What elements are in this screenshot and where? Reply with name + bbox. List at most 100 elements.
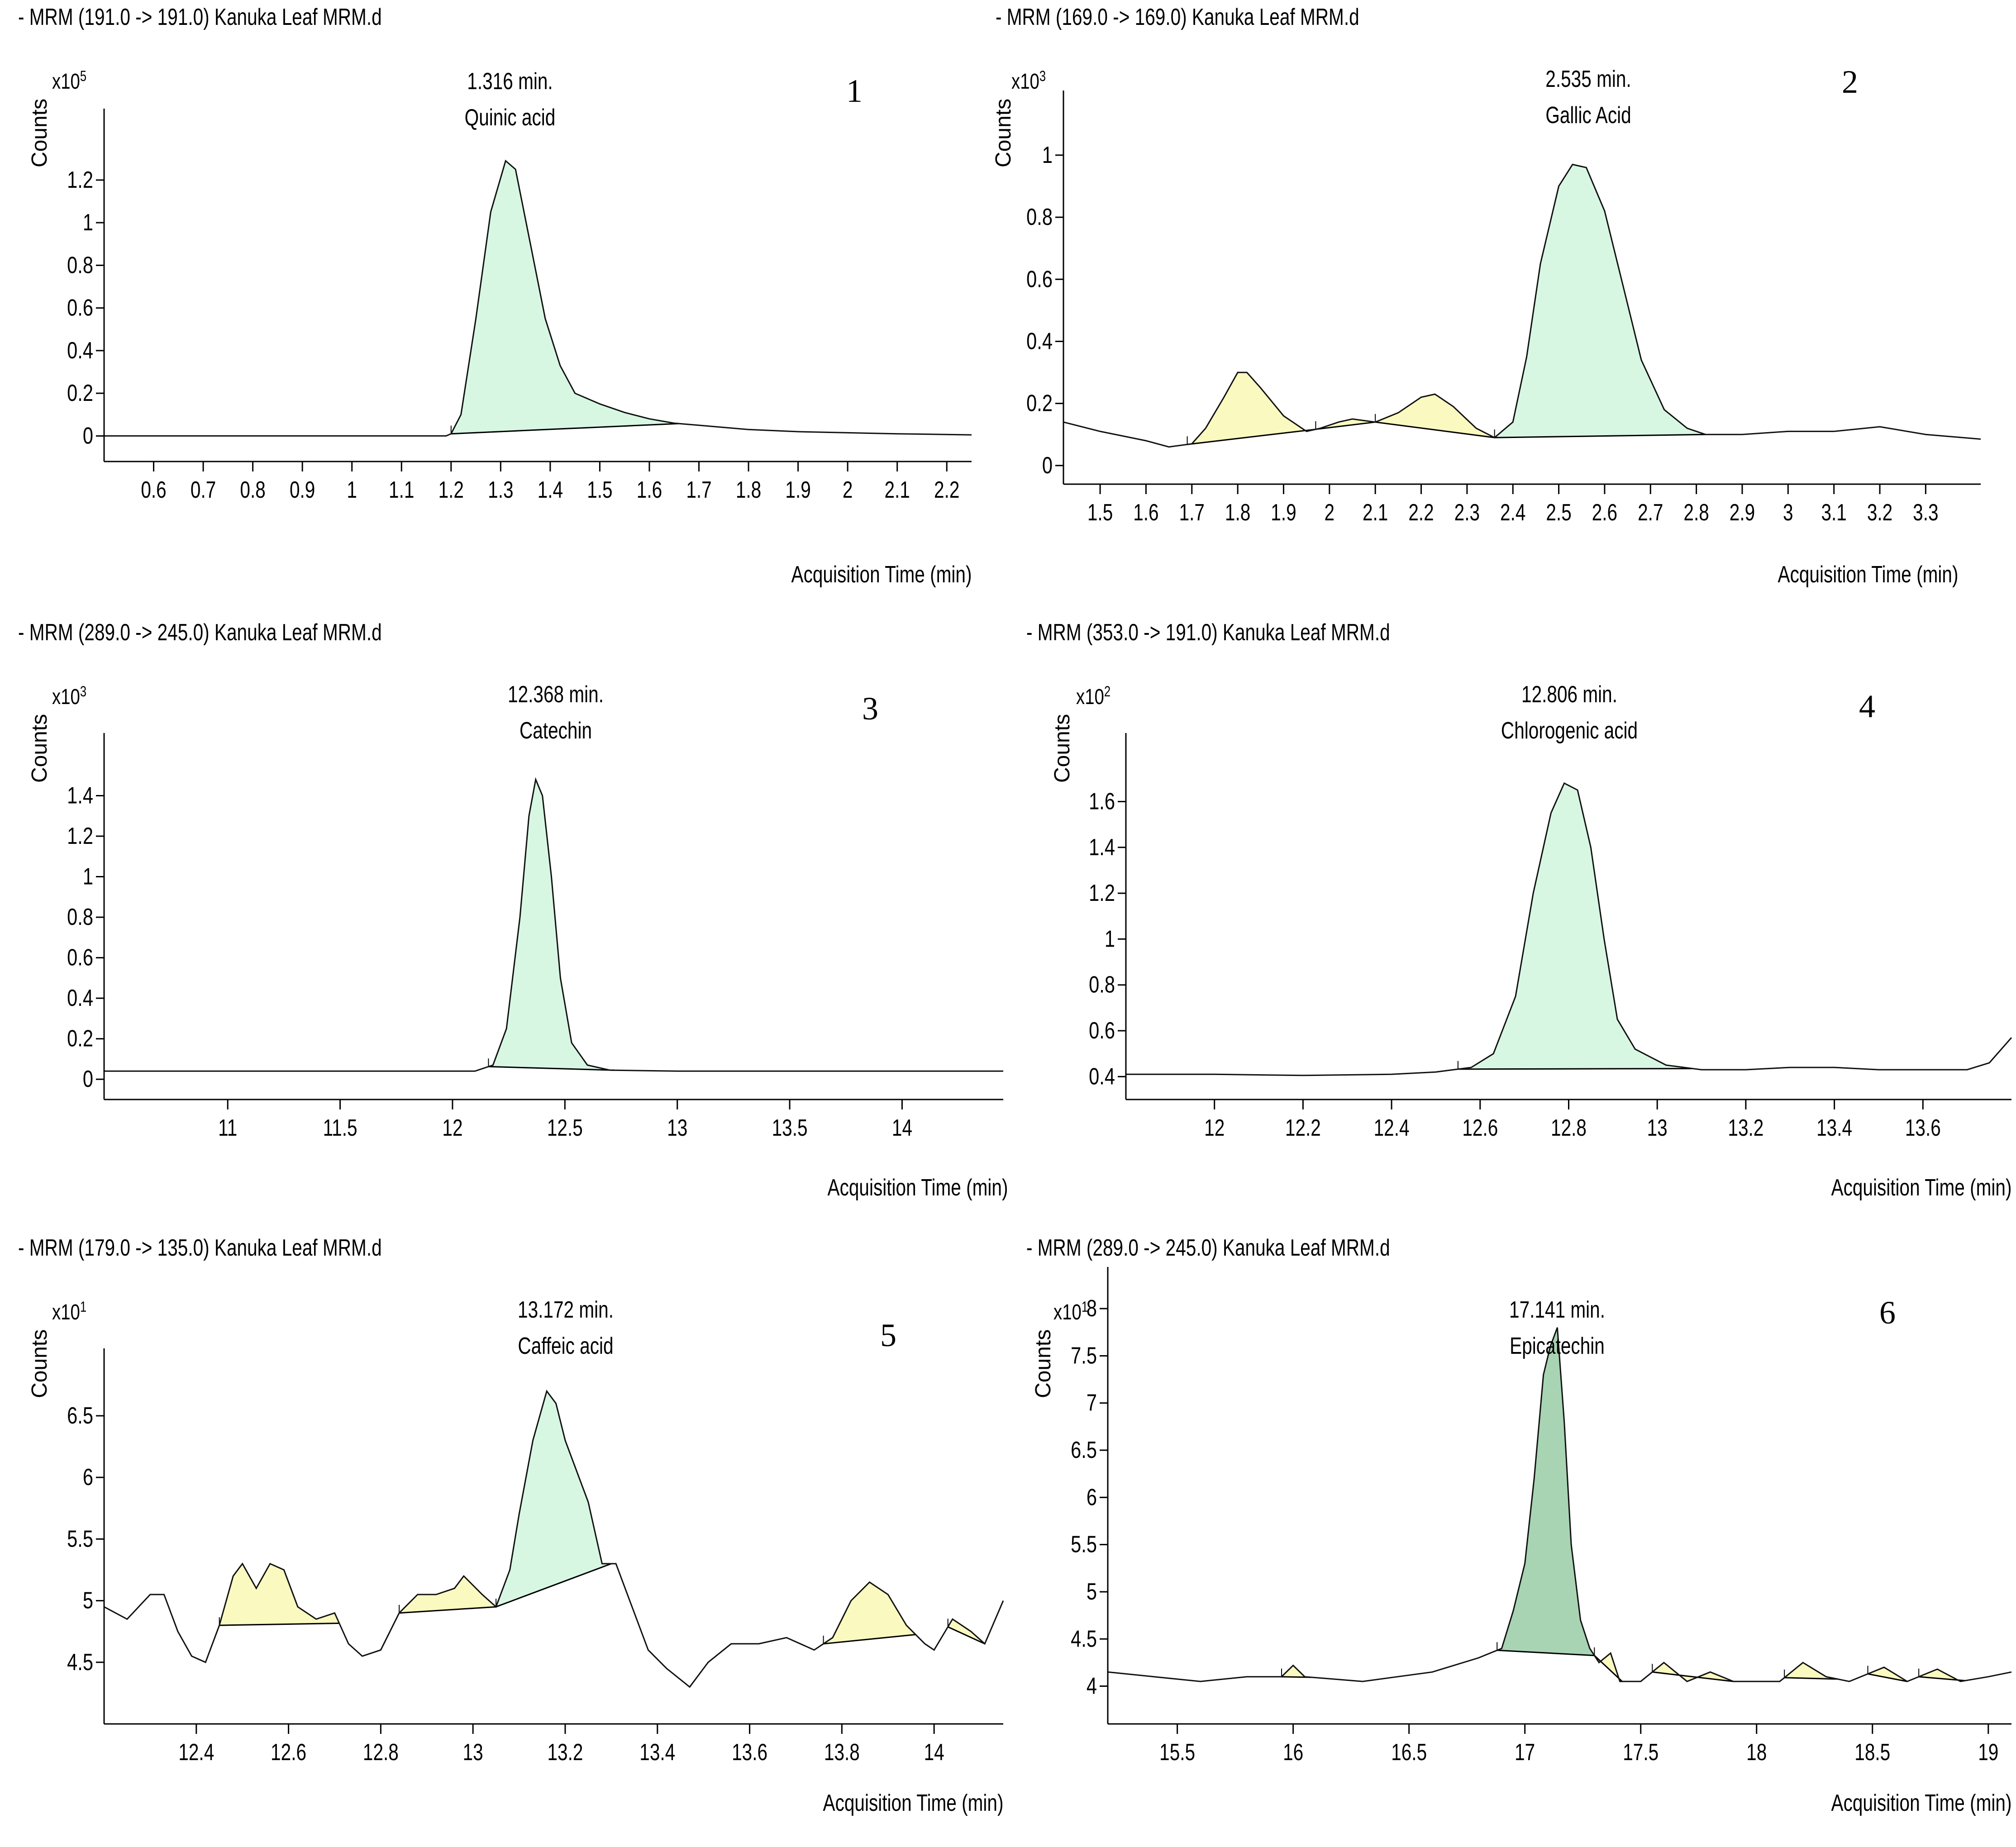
- peak-name-4: Chlorogenic acid: [1501, 718, 1638, 744]
- x-tick-label-5-5: 13.2: [548, 1739, 583, 1765]
- y-scale-base-6: x10: [1053, 1300, 1082, 1324]
- chart-plot-4: 0.4 0.6 0.8 1 1.2 1.4 1.6 12 12.2 12.4 12.6 12.8 13 1…: [1089, 733, 2012, 1141]
- x-tick-label-1-9: 1.4: [538, 476, 563, 503]
- x-tick-label-2-8: 2.2: [1408, 499, 1434, 525]
- x-tick-label-2-13: 2.7: [1638, 499, 1663, 525]
- chart-plot-1: 0 0.2 0.4 0.6 0.8 1 1.2 0.6 0.7 0.8 0.9 1 1.1 1.2 1.3 1…: [67, 109, 972, 503]
- y-scale-base-1: x10: [52, 70, 80, 94]
- peak-time-4: 12.806 min.: [1521, 681, 1617, 708]
- x-tick-label-6-8: 19: [1978, 1739, 1998, 1765]
- peak-area-5-5: [948, 1619, 985, 1644]
- x-tick-label-6-6: 18: [1746, 1739, 1767, 1765]
- x-tick-label-5-6: 13.4: [639, 1739, 675, 1765]
- peak-name-2: Gallic Acid: [1545, 102, 1631, 129]
- peak-name-6: Epicatechin: [1510, 1333, 1605, 1359]
- chart-plot-3: 0 0.2 0.4 0.6 0.8 1 1.2 1.4 11 11.5 12 12.5 13 13.5 14: [67, 733, 1003, 1141]
- chart-panel-2: 0 0.2 0.4 0.6 0.8 1 1.5 1.6 1.7 1.8 1.9 2 2.1 2.2 2.3 2…: [977, 0, 1985, 615]
- chart-panel-6: 4 4.5 5 5.5 6 6.5 7 7.5 8 15.5 16 16.5 17 17.5 18 18.5 1…: [1008, 1231, 2016, 1846]
- chart-header-2: - MRM (169.0 -> 169.0) Kanuka Leaf MRM.d: [996, 4, 1359, 30]
- x-axis-title-3: Acquisition Time (min): [827, 1175, 1008, 1201]
- y-tick-label-3-6: 1: [83, 863, 93, 890]
- y-tick-label-6-7: 7: [1087, 1389, 1097, 1416]
- x-tick-label-5-9: 14: [924, 1739, 944, 1765]
- x-tick-label-5-8: 13.8: [824, 1739, 860, 1765]
- y-axis-label-1: Counts: [28, 98, 52, 167]
- y-tick-label-3-7: 1.2: [67, 823, 93, 849]
- x-tick-label-6-1: 15.5: [1159, 1739, 1195, 1765]
- x-tick-label-2-9: 2.3: [1454, 499, 1480, 525]
- x-tick-label-1-4: 0.9: [290, 476, 315, 503]
- y-tick-label-1-2: 0.2: [67, 380, 93, 406]
- peak-baseline-6-5: [1784, 1677, 1838, 1680]
- x-tick-label-2-19: 3.3: [1913, 499, 1938, 525]
- x-tick-label-1-6: 1.1: [389, 476, 414, 503]
- x-tick-label-6-4: 17: [1515, 1739, 1535, 1765]
- y-tick-label-3-3: 0.4: [67, 985, 93, 1011]
- peak-baseline-2-3: [1375, 421, 1495, 438]
- x-tick-label-1-10: 1.5: [587, 476, 612, 503]
- x-tick-label-3-6: 13.5: [772, 1114, 808, 1141]
- chart-header-3: - MRM (289.0 -> 245.0) Kanuka Leaf MRM.d: [18, 619, 382, 646]
- chart-plot-5: 4.5 5 5.5 6 6.5 12.4 12.6 12.8 13 13.2 13.4 13.6 13.…: [67, 1348, 1004, 1765]
- x-axis-title-1: Acquisition Time (min): [791, 562, 972, 588]
- peak-area-5-1: [219, 1564, 339, 1626]
- peak-area-5-2: [399, 1576, 496, 1613]
- y-tick-label-6-4: 5.5: [1071, 1531, 1097, 1557]
- y-tick-label-6-8: 7.5: [1071, 1342, 1097, 1369]
- x-tick-label-2-3: 1.7: [1179, 499, 1205, 525]
- x-tick-label-1-7: 1.2: [438, 476, 464, 503]
- x-tick-label-2-16: 3: [1783, 499, 1793, 525]
- signal-trace-6: [1107, 1327, 2012, 1682]
- x-tick-label-4-7: 13.2: [1728, 1114, 1763, 1141]
- y-axis-label-6: Counts: [1031, 1329, 1055, 1398]
- x-tick-label-5-1: 12.4: [178, 1739, 214, 1765]
- y-scale-1: x105: [52, 68, 86, 94]
- y-tick-label-4-1: 0.4: [1089, 1063, 1115, 1090]
- x-tick-label-1-5: 1: [347, 476, 357, 503]
- peak-baseline-2-2: [1315, 421, 1376, 430]
- peak-label-3: 12.368 min. Catechin: [508, 676, 604, 749]
- y-tick-label-5-2: 5: [83, 1587, 93, 1614]
- peak-baseline-1-1: [451, 423, 679, 435]
- signal-trace-1: [104, 159, 972, 437]
- peak-baseline-5-4: [823, 1634, 916, 1645]
- y-tick-label-4-4: 1: [1105, 925, 1115, 952]
- chart-panel-4: 0.4 0.6 0.8 1 1.2 1.4 1.6 12 12.2 12.4 12.6 12.8 13 1…: [1008, 615, 2016, 1231]
- x-tick-label-3-5: 13: [667, 1114, 687, 1141]
- chart-panel-5: 4.5 5 5.5 6 6.5 12.4 12.6 12.8 13 13.2 13.4 13.6 13.…: [0, 1231, 1008, 1846]
- x-tick-label-6-5: 17.5: [1623, 1739, 1659, 1765]
- peak-label-5: 13.172 min. Caffeic acid: [518, 1292, 614, 1364]
- signal-trace-3: [104, 777, 1003, 1072]
- y-axis-label-4: Counts: [1050, 714, 1074, 783]
- y-tick-label-2-5: 0.8: [1026, 204, 1053, 230]
- peak-name-1: Quinic acid: [464, 105, 556, 131]
- x-tick-label-1-16: 2.1: [884, 476, 910, 503]
- y-scale-exp-2: 3: [1039, 68, 1046, 84]
- x-tick-label-1-1: 0.6: [141, 476, 166, 503]
- y-tick-label-3-1: 0: [83, 1066, 93, 1092]
- peak-area-6-6: [1868, 1667, 1907, 1682]
- peak-area-5-3: [496, 1392, 611, 1607]
- peak-baseline-2-1: [1187, 428, 1316, 445]
- y-tick-label-3-2: 0.2: [67, 1025, 93, 1052]
- y-tick-label-1-7: 1.2: [67, 166, 93, 193]
- y-tick-label-3-8: 1.4: [67, 782, 93, 809]
- y-tick-label-5-3: 5.5: [67, 1525, 93, 1552]
- y-scale-exp-1: 5: [80, 68, 87, 84]
- y-tick-label-1-1: 0: [83, 422, 93, 449]
- x-tick-label-5-4: 13: [463, 1739, 483, 1765]
- x-axis-title-5: Acquisition Time (min): [823, 1790, 1003, 1816]
- peak-area-2-4: [1494, 165, 1706, 438]
- peak-time-3: 12.368 min.: [508, 681, 604, 708]
- peak-time-5: 13.172 min.: [518, 1297, 614, 1323]
- y-scale-4: x102: [1076, 683, 1110, 709]
- x-tick-label-1-17: 2.2: [934, 476, 959, 503]
- x-axis-title-6: Acquisition Time (min): [1831, 1790, 2011, 1816]
- y-tick-label-3-5: 0.8: [67, 904, 93, 930]
- signal-trace-5: [104, 1390, 1004, 1688]
- y-scale-exp-4: 2: [1104, 683, 1111, 700]
- x-tick-label-1-11: 1.6: [637, 476, 662, 503]
- y-tick-label-2-4: 0.6: [1026, 266, 1053, 292]
- y-tick-label-6-6: 6.5: [1071, 1437, 1097, 1463]
- peak-area-2-3: [1375, 394, 1495, 438]
